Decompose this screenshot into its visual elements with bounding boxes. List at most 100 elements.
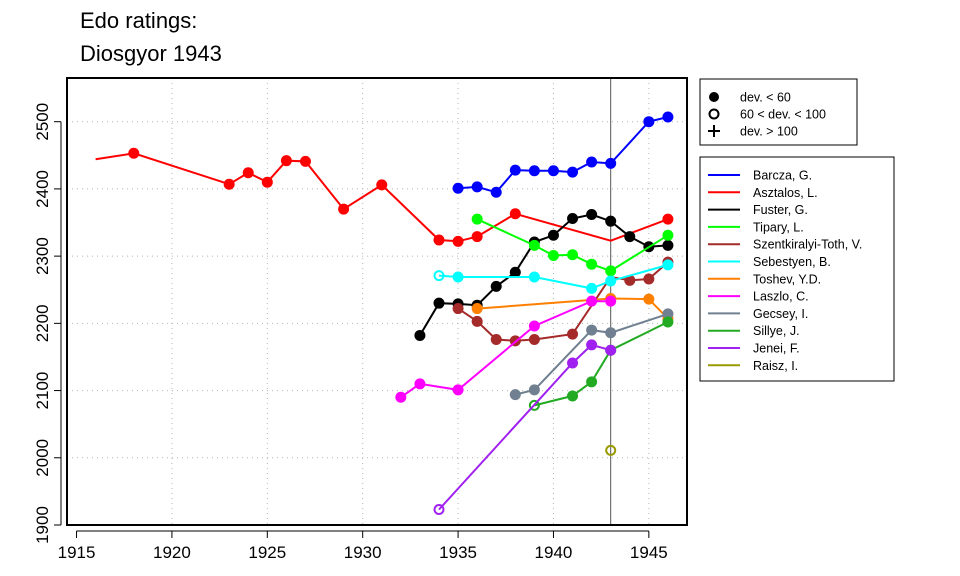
data-point <box>586 339 598 351</box>
filled-circle-icon <box>709 92 719 102</box>
data-point <box>452 182 464 194</box>
data-point <box>433 234 445 246</box>
data-point <box>662 259 674 271</box>
data-point <box>242 167 254 179</box>
series-legend-label: Raisz, I. <box>753 359 798 373</box>
data-point <box>567 390 579 402</box>
plot-frame <box>66 77 688 526</box>
series-legend-label: Laszlo, C. <box>753 290 809 304</box>
open-circle-icon <box>708 108 720 120</box>
y-tick-label: 2400 <box>33 170 52 208</box>
data-point <box>452 303 464 315</box>
data-point <box>643 273 655 285</box>
data-point <box>643 116 655 128</box>
data-point <box>605 295 617 307</box>
series-group <box>605 444 617 456</box>
data-point <box>376 179 388 191</box>
data-point <box>586 324 598 336</box>
series-line <box>438 343 611 511</box>
data-point <box>547 249 559 261</box>
data-point <box>128 147 140 159</box>
x-tick-label: 1925 <box>248 543 286 562</box>
series-group <box>95 147 674 247</box>
data-point <box>509 208 521 220</box>
data-point <box>567 328 579 340</box>
series-legend-label: Fuster, G. <box>753 203 808 217</box>
data-point <box>223 178 235 190</box>
series-legend-label: Sebestyen, B. <box>753 255 831 269</box>
data-point <box>662 308 674 320</box>
data-point <box>586 295 598 307</box>
series-line <box>476 218 669 273</box>
data-point <box>586 156 598 168</box>
marker-legend: dev. < 60 60 < dev. < 100 dev. > 100 <box>699 78 858 146</box>
data-point <box>471 213 483 225</box>
data-point <box>624 274 636 286</box>
series-legend-box <box>699 156 895 382</box>
data-point <box>414 329 426 341</box>
marker-legend-label: 60 < dev. < 100 <box>740 108 826 122</box>
series-line <box>477 297 669 320</box>
data-point <box>338 203 350 215</box>
series-legend-label: Tipary, L. <box>753 220 804 234</box>
series-legend-label: Sillye, J. <box>753 324 800 338</box>
marker-legend-label: dev. < 60 <box>740 91 791 105</box>
series-legend: Barcza, G. Asztalos, L. Fuster, G. Tipary, … <box>699 156 895 382</box>
series-line <box>534 321 669 407</box>
data-point-open <box>433 270 445 282</box>
data-point <box>528 271 540 283</box>
data-point-open <box>433 504 445 516</box>
axes: 1915 1920 1925 1930 1935 1940 1945 1900 2000 2100… <box>33 103 668 562</box>
series-line <box>458 116 669 194</box>
data-point <box>509 389 521 401</box>
data-point <box>509 266 521 278</box>
data-point <box>299 155 311 167</box>
series-legend-label: Asztalos, L. <box>753 186 818 200</box>
data-point <box>662 213 674 225</box>
data-point <box>471 231 483 243</box>
data-point <box>414 378 426 390</box>
data-point-open <box>528 399 540 411</box>
series-legend-label: Jenei, F. <box>753 342 800 356</box>
data-point <box>261 176 273 188</box>
data-point <box>567 249 579 261</box>
y-tick-label: 2100 <box>33 372 52 410</box>
series-layer <box>95 111 674 516</box>
data-point <box>605 157 617 169</box>
x-tick-label: 1930 <box>344 543 382 562</box>
marker-legend-box <box>699 78 858 146</box>
data-point <box>662 111 674 123</box>
data-point <box>528 333 540 345</box>
x-tick-label: 1945 <box>630 543 668 562</box>
data-point <box>452 235 464 247</box>
data-point <box>547 229 559 241</box>
data-point <box>471 315 483 327</box>
series-group <box>395 295 617 403</box>
x-tick-label: 1940 <box>535 543 573 562</box>
data-point <box>395 391 407 403</box>
series-legend-label: Barcza, G. <box>753 169 812 183</box>
data-point <box>433 297 445 309</box>
data-point <box>567 357 579 369</box>
chart-title: Edo ratings: <box>80 8 197 33</box>
series-group <box>452 256 674 347</box>
chart-subtitle: Diosgyor 1943 <box>80 41 222 66</box>
data-point <box>624 231 636 243</box>
data-point <box>586 376 598 388</box>
data-point <box>528 384 540 396</box>
data-point <box>586 282 598 294</box>
data-point <box>605 275 617 287</box>
data-point-open <box>605 444 617 456</box>
data-point <box>662 229 674 241</box>
plus-icon <box>708 125 720 137</box>
data-point <box>662 316 674 328</box>
data-point <box>528 320 540 332</box>
data-point <box>605 265 617 277</box>
data-point <box>528 165 540 177</box>
data-point <box>490 333 502 345</box>
series-line <box>457 261 669 342</box>
marker-legend-label: dev. > 100 <box>740 125 798 139</box>
data-point <box>509 164 521 176</box>
y-tick-label: 1900 <box>33 506 52 544</box>
